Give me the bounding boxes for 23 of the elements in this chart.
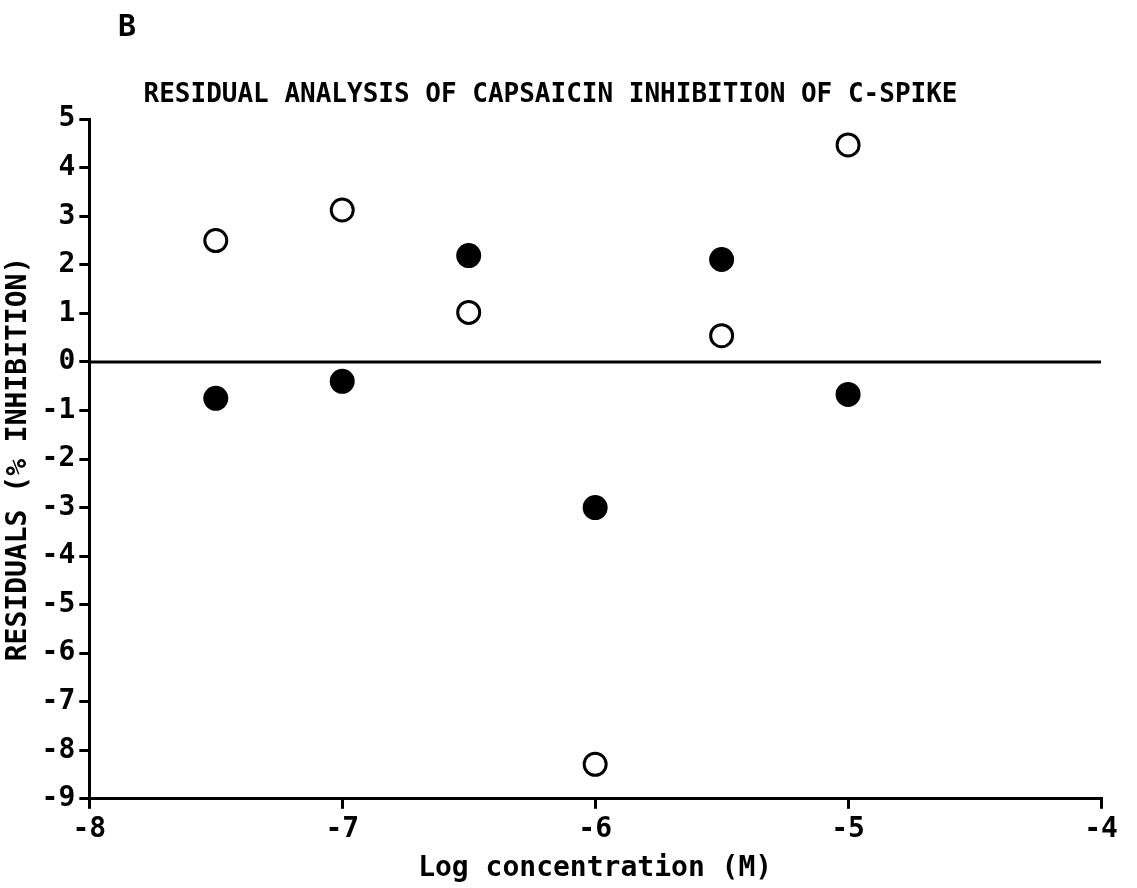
y-tick-label: -1 xyxy=(41,391,76,425)
y-tick-label: -2 xyxy=(41,440,76,474)
y-tick-label: -4 xyxy=(41,537,76,571)
y-tick-label: -5 xyxy=(41,585,76,619)
y-tick-label: 5 xyxy=(58,100,76,134)
x-axis-title: Log concentration (M) xyxy=(418,850,773,884)
x-tick-label: -4 xyxy=(1084,810,1118,844)
x-tick-label: -5 xyxy=(831,810,865,844)
x-tick-label: -6 xyxy=(578,810,613,844)
y-tick-label: 3 xyxy=(58,197,76,231)
y-axis-title: RESIDUALS (% INHIBITION) xyxy=(0,256,34,662)
chart-title: RESIDUAL ANALYSIS OF CAPSAICIN INHIBITION OF C-SPIKE xyxy=(143,78,958,109)
y-tick-label: 1 xyxy=(58,294,76,328)
y-tick-label: -3 xyxy=(41,488,76,522)
y-tick-label: -8 xyxy=(41,731,76,765)
text: B xyxy=(118,8,137,43)
y-tick-label: 4 xyxy=(58,149,76,183)
y-tick-label: 2 xyxy=(58,246,76,280)
x-tick-label: -7 xyxy=(325,810,360,844)
y-tick-label: -9 xyxy=(41,780,76,814)
y-tick-label: -7 xyxy=(41,683,76,716)
y-tick-label: -6 xyxy=(41,634,76,668)
y-tick-label: 0 xyxy=(58,343,76,377)
